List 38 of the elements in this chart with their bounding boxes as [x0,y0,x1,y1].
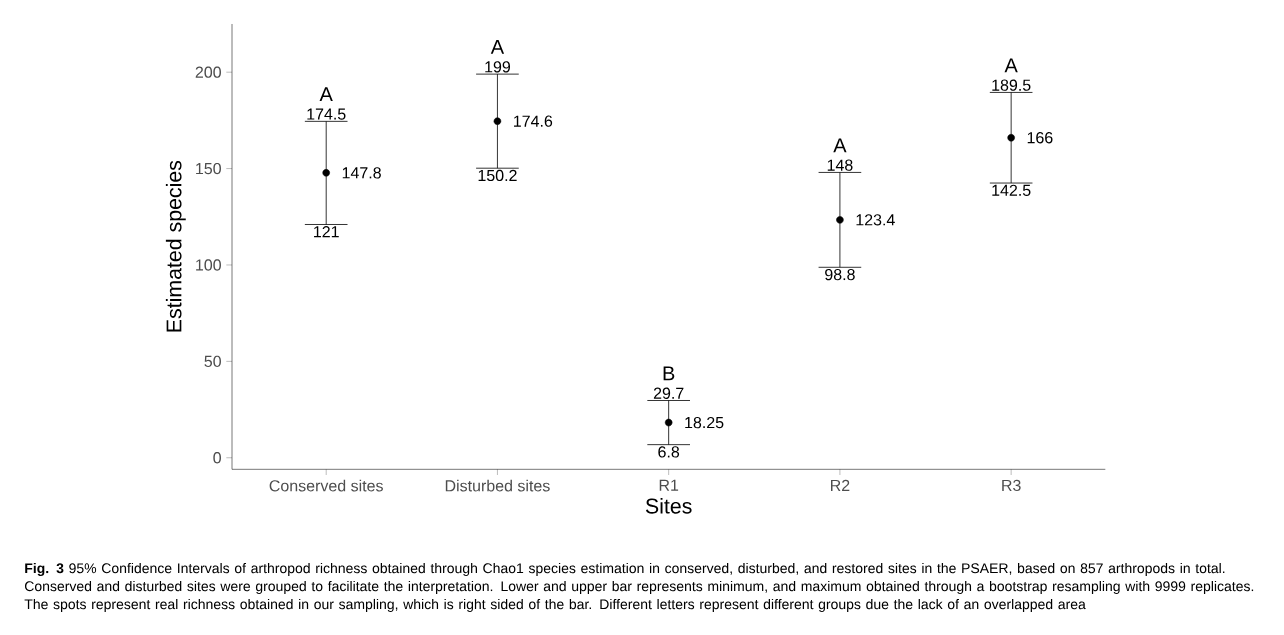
x-tick-label: R3 [1002,479,1021,492]
x-tick-label: Disturbed sites [445,479,550,492]
annotation: B [663,366,675,381]
data-label: 18.25 [685,417,724,429]
text: Fig. 3 95% Confidence Intervals of arthropod richness obtained through Chao1 species estimation in conserved, disturbed, and restored sites in the PSAER, based on 857 arthropods in total. Conserved and disturbed sites were grouped to facilitate the interpretation. Lower and upper bar represents minimum, and maximum obtained through a bootstrap resampling with 9999 replicates. The spots represent real richness obtained in our sampling, which is right sided of the bar. Different letters represent different groups due the lack of an overlapped area [24,563,1254,613]
annotation: 142.5 [992,184,1031,197]
point [836,216,844,224]
x-axis-title: Sites [645,498,692,514]
x-tick-label: Conserved sites [269,479,383,492]
annotation: 150.2 [478,169,517,182]
annotation: 148 [827,159,853,171]
annotation: A [1004,58,1018,73]
y-tick-label: 50 [204,355,221,368]
y-tick-label: 200 [195,66,221,79]
point [1007,134,1015,142]
data-label: 174.6 [514,115,553,127]
data-label: 147.8 [342,167,381,179]
y-tick-label: 150 [196,163,221,175]
x-tick-label: R1 [659,479,679,491]
annotation: 189.5 [992,79,1031,91]
annotation: 199 [485,61,511,73]
y-axis-title: Estimated species [165,161,186,332]
y-tick-label: 100 [196,259,221,271]
annotation: 29.7 [653,387,684,400]
annotation: 6.8 [658,446,680,458]
x-tick-label: R2 [831,479,850,492]
point [664,419,673,427]
point [493,117,502,126]
annotation: 98.8 [825,269,855,281]
point [322,169,330,177]
annotation: 121 [314,226,339,238]
data-label: 166 [1027,132,1053,144]
annotation: A [319,87,333,102]
annotation: A [833,138,847,153]
annotation: A [490,40,505,55]
annotation: 174.5 [307,108,346,120]
data-label: 123.4 [856,214,895,226]
y-tick-label: 0 [213,452,221,464]
